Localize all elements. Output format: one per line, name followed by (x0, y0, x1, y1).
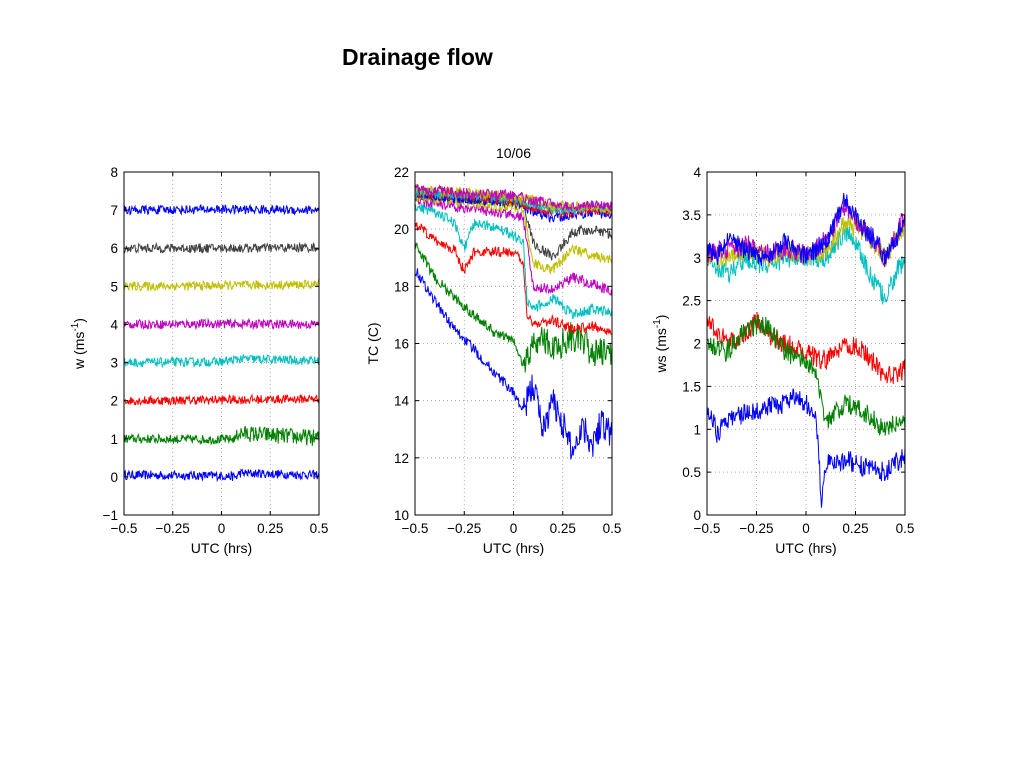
y-tick-label: 4 (693, 165, 701, 180)
x-tick-label: −0.25 (447, 521, 481, 536)
series-line-3 (123, 393, 320, 406)
x-axis-label: UTC (hrs) (775, 540, 836, 556)
y-axis-label: w (ms-1) (70, 318, 87, 370)
x-tick-label: −0.25 (739, 521, 773, 536)
y-axis-label: ws (ms-1) (652, 315, 669, 374)
series-line-7 (123, 241, 320, 254)
x-tick-label: −0.5 (402, 521, 429, 536)
y-tick-label: 6 (110, 241, 118, 256)
x-tick-label: 0.25 (257, 521, 283, 536)
series-line-4 (706, 193, 906, 266)
y-tick-label: 18 (394, 279, 409, 294)
y-tick-label: 7 (110, 203, 118, 218)
series-line-1 (123, 468, 320, 483)
x-tick-label: 0 (510, 521, 518, 536)
series-line-4 (414, 203, 613, 320)
x-tick-label: 0 (218, 521, 226, 536)
series-line-8 (123, 203, 320, 216)
series-line-5 (414, 195, 613, 297)
x-tick-label: −0.5 (111, 521, 138, 536)
series-line-12 (414, 184, 613, 212)
chart-panel-1: −0.5 −0.25 0 0.25 0.5 −1 0 1 2 3 4 5 6 7 8 UTC (hrs) w (… (70, 165, 328, 556)
chart-panel-3: −0.5 −0.25 0 0.25 0.5 0 0.5 1 1.5 2 2.5 3 3.5 4 UTC (h… (652, 165, 914, 556)
y-tick-label: 2 (110, 394, 118, 409)
x-tick-label: 0.25 (842, 521, 868, 536)
x-tick-label: 0.5 (896, 521, 915, 536)
y-tick-label: 5 (110, 279, 118, 294)
plot-frame (123, 171, 320, 516)
y-tick-label: 20 (394, 222, 409, 237)
series-line-2 (123, 425, 320, 446)
y-tick-label: 1 (693, 422, 701, 437)
y-tick-label: 2.5 (682, 294, 701, 309)
y-tick-label: −1 (103, 508, 118, 523)
plot-frame (414, 171, 613, 516)
slide-title: Drainage flow (342, 44, 493, 70)
x-tick-label: −0.5 (694, 521, 721, 536)
y-axis-label: TC (C) (365, 323, 381, 365)
y-tick-label: 10 (394, 508, 409, 523)
x-tick-label: −0.25 (156, 521, 190, 536)
y-tick-label: 3.5 (682, 208, 701, 223)
x-tick-label: 0.5 (603, 521, 622, 536)
y-tick-label: 12 (394, 451, 409, 466)
x-tick-label: 0.5 (310, 521, 329, 536)
y-tick-label: 1.5 (682, 379, 701, 394)
y-tick-label: 0 (693, 508, 701, 523)
y-tick-label: 2 (693, 337, 701, 352)
series-line-4 (123, 354, 320, 369)
chart-panel-2: −0.5 −0.25 0 0.25 0.5 10 12 14 16 18 20 22 UTC (hrs)… (365, 145, 621, 556)
series-line-5 (123, 317, 320, 331)
y-tick-label: 8 (110, 165, 118, 180)
chart-title: 10/06 (496, 145, 531, 161)
y-tick-label: 3 (110, 356, 118, 371)
series-line-6 (706, 314, 906, 437)
y-tick-label: 3 (693, 251, 701, 266)
y-tick-label: 1 (110, 432, 118, 447)
y-tick-label: 22 (394, 165, 409, 180)
series-line-7 (414, 188, 613, 261)
series-line-3 (414, 222, 613, 336)
y-tick-label: 0.5 (682, 465, 701, 480)
series-line-6 (123, 278, 320, 293)
x-axis-label: UTC (hrs) (483, 540, 544, 556)
series-line-1 (414, 268, 613, 460)
y-tick-label: 4 (110, 317, 118, 332)
x-tick-label: 0 (802, 521, 810, 536)
x-axis-label: UTC (hrs) (191, 540, 252, 556)
x-tick-label: 0.25 (550, 521, 576, 536)
y-tick-label: 0 (110, 470, 118, 485)
y-tick-label: 16 (394, 337, 409, 352)
y-tick-label: 14 (394, 394, 410, 409)
series-line-7 (706, 388, 906, 508)
